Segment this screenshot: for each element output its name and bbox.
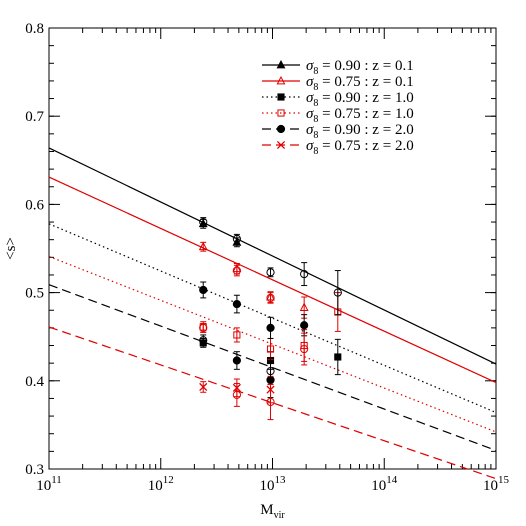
data-marker (300, 269, 309, 279)
data-marker (277, 93, 285, 101)
y-axis-label: <s> (3, 237, 19, 260)
y-tick-label: 0.8 (25, 21, 44, 37)
y-tick-label: 0.7 (25, 109, 44, 125)
legend: σ8 = 0.90 : z = 0.1σ8 = 0.75 : z = 0.1σ8… (262, 58, 414, 157)
legend-entry: σ8 = 0.75 : z = 1.0 (306, 106, 414, 125)
data-marker (300, 321, 309, 330)
data-marker (266, 366, 275, 376)
data-marker (300, 344, 309, 354)
data-marker (266, 323, 275, 332)
data-marker (276, 59, 286, 69)
data-marker (199, 323, 208, 332)
data-marker (232, 234, 241, 243)
axis-labels: Mvir <s> (3, 237, 285, 521)
data-marker (198, 241, 208, 251)
legend-entry: σ8 = 0.90 : z = 0.1 (306, 58, 414, 77)
data-marker (266, 397, 275, 407)
y-tick-label: 0.5 (25, 286, 44, 302)
data-marker (199, 217, 208, 227)
model-curves (48, 147, 497, 480)
legend-entry: σ8 = 0.75 : z = 0.1 (306, 74, 414, 93)
data-marker (276, 75, 286, 85)
x-tick-label: 1014 (371, 474, 398, 494)
data-marker (266, 293, 275, 302)
data-marker (232, 266, 241, 275)
y-tick-label: 0.6 (25, 197, 44, 213)
x-tick-label: 1013 (260, 474, 287, 494)
data-marker (199, 382, 208, 392)
data-marker (276, 140, 286, 150)
series-curve (48, 255, 497, 433)
y-tick-label: 0.4 (25, 374, 44, 390)
data-marker (232, 299, 241, 309)
data-marker (334, 353, 342, 361)
data-marker (233, 331, 241, 339)
legend-entry: σ8 = 0.90 : z = 1.0 (306, 90, 414, 109)
data-points (198, 217, 342, 421)
y-tick-label: 0.3 (25, 462, 44, 478)
x-tick-label: 1015 (483, 474, 510, 494)
series-curve (48, 176, 497, 384)
data-marker (266, 268, 275, 277)
data-marker (277, 109, 285, 117)
data-marker (232, 390, 241, 400)
axis-ticks: 0.3 0.4 0.5 0.6 0.7 0.8 1011 1012 1013 1014 1015 (25, 21, 509, 494)
legend-entry: σ8 = 0.75 : z = 2.0 (306, 138, 414, 157)
series-curve (48, 147, 497, 365)
data-marker (266, 345, 275, 353)
data-marker (199, 336, 208, 345)
legend-entry: σ8 = 0.90 : z = 2.0 (306, 122, 414, 141)
data-marker (333, 288, 342, 297)
x-tick-label: 1011 (36, 474, 62, 494)
data-marker (232, 356, 241, 365)
x-axis-label: Mvir (260, 502, 285, 521)
data-marker (199, 285, 208, 295)
x-tick-label: 1012 (148, 474, 174, 494)
data-marker (276, 124, 286, 134)
series-curve (48, 326, 497, 480)
data-marker (299, 302, 309, 311)
